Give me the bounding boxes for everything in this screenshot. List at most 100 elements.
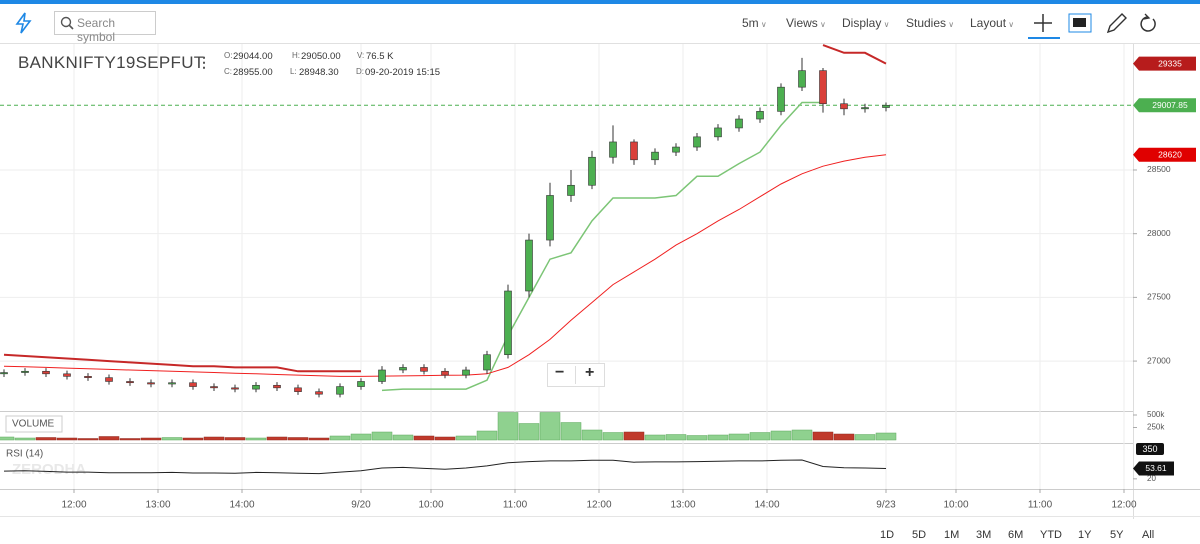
- draw-button[interactable]: [1106, 13, 1127, 34]
- volume-bar: [140, 437, 162, 441]
- search-box[interactable]: Search symbol: [54, 11, 156, 44]
- volume-bar: [119, 438, 141, 441]
- range-button[interactable]: YTD: [1040, 529, 1062, 541]
- volume-tick-label: 250k: [1147, 423, 1165, 432]
- comments-button[interactable]: [1068, 13, 1092, 33]
- candle-body: [735, 118, 743, 129]
- candle-body: [399, 367, 407, 371]
- volume-bar: [371, 431, 393, 441]
- price-axis-border: [1133, 44, 1134, 519]
- volume-bar: [539, 412, 561, 441]
- x-tick-label: 14:00: [754, 500, 779, 511]
- candle-body: [546, 195, 554, 241]
- candle-body: [630, 141, 638, 161]
- candle-body: [210, 386, 218, 389]
- zoom-in[interactable]: +: [585, 364, 595, 381]
- candle-body: [252, 384, 260, 390]
- candle-body: [777, 86, 785, 112]
- volume-bar: [245, 437, 267, 441]
- volume-bar: [434, 436, 456, 441]
- x-tick-label: 12:00: [586, 500, 611, 511]
- volume-bar: [77, 438, 99, 441]
- volume-bar: [161, 437, 183, 441]
- volume-bar: [518, 423, 540, 441]
- quote-value: 29044.00: [233, 51, 273, 62]
- volume-label-box: [5, 415, 63, 433]
- volume-bar: [266, 436, 288, 441]
- range-button[interactable]: 1Y: [1078, 529, 1092, 541]
- candle-body: [462, 369, 470, 376]
- price-tag: [1133, 98, 1196, 113]
- search-placeholder: Search symbol: [77, 16, 116, 44]
- toolbar: Search symbol 5m Views Display Studies L…: [0, 0, 1200, 44]
- volume-bar: [392, 434, 414, 441]
- rsi-label: RSI (14): [6, 449, 43, 460]
- y-tick-label: 27500: [1147, 292, 1171, 302]
- overlay-line: [381, 101, 823, 392]
- candle-body: [63, 373, 71, 377]
- range-button[interactable]: 3M: [976, 529, 992, 541]
- candle-body: [798, 70, 806, 88]
- search-icon: [60, 16, 74, 30]
- range-button[interactable]: 5Y: [1110, 529, 1124, 541]
- volume-bar: [602, 432, 624, 441]
- footer-border: [0, 516, 1200, 517]
- crosshair-button[interactable]: [1028, 14, 1060, 39]
- volume-tag: [1136, 443, 1164, 455]
- volume-bar: [98, 436, 120, 441]
- menu-views[interactable]: Views: [786, 16, 826, 30]
- quote-key: H:: [292, 51, 300, 60]
- candle-body: [588, 156, 596, 186]
- candle-body: [378, 369, 386, 382]
- x-tick-label: 13:00: [670, 500, 695, 511]
- candle-body: [504, 290, 512, 356]
- logo-icon: [15, 12, 32, 34]
- x-tick-label: 9/20: [351, 500, 371, 511]
- range-button[interactable]: 6M: [1008, 529, 1024, 541]
- volume-bar: [413, 435, 435, 441]
- range-button[interactable]: 5D: [912, 529, 927, 541]
- watermark: ZERODHA: [12, 461, 86, 478]
- menu-layout[interactable]: Layout: [970, 16, 1014, 30]
- reset-button[interactable]: [1140, 13, 1156, 32]
- overlay-line: [3, 44, 887, 373]
- quote-value: 28948.30: [299, 67, 339, 78]
- x-tick-label: 14:00: [229, 500, 254, 511]
- overlay-line: [3, 154, 887, 377]
- grid: [0, 44, 1133, 489]
- candle-body: [483, 354, 491, 371]
- zoom-out[interactable]: −: [555, 364, 565, 381]
- volume-bar: [665, 434, 687, 441]
- volume-bar: [749, 432, 771, 441]
- menu-interval[interactable]: 5m: [742, 16, 767, 30]
- quote-value: 29050.00: [301, 51, 341, 62]
- volume-bar: [350, 433, 372, 441]
- x-tick-label: 10:00: [943, 500, 968, 511]
- volume-tick-label: 500k: [1147, 410, 1165, 419]
- volume-bar: [791, 429, 813, 441]
- rsi-tag-label: 53.61: [1145, 463, 1167, 473]
- candle-body: [189, 382, 197, 387]
- volume-bar: [455, 435, 477, 441]
- volume-bar: [875, 432, 897, 441]
- price-tag: [1133, 56, 1196, 71]
- volume-bar: [644, 434, 666, 441]
- range-button[interactable]: All: [1142, 529, 1155, 541]
- volume-bar: [707, 434, 729, 441]
- volume-tag-text: 350: [1142, 444, 1157, 454]
- symbol-menu[interactable]: ⋮: [197, 54, 211, 70]
- menu-display[interactable]: Display: [842, 16, 889, 30]
- volume-bar: [812, 431, 834, 441]
- volume-bar: [0, 436, 15, 441]
- volume-label: VOLUME: [12, 419, 55, 430]
- candle-body: [126, 381, 134, 384]
- candle-body: [147, 382, 155, 385]
- candle-body: [861, 107, 869, 110]
- quote-key: L:: [290, 67, 297, 76]
- range-button[interactable]: 1D: [880, 529, 895, 541]
- menu-studies[interactable]: Studies: [906, 16, 954, 30]
- x-tick-label: 10:00: [418, 500, 443, 511]
- range-button[interactable]: 1M: [944, 529, 960, 541]
- candle-body: [336, 386, 344, 395]
